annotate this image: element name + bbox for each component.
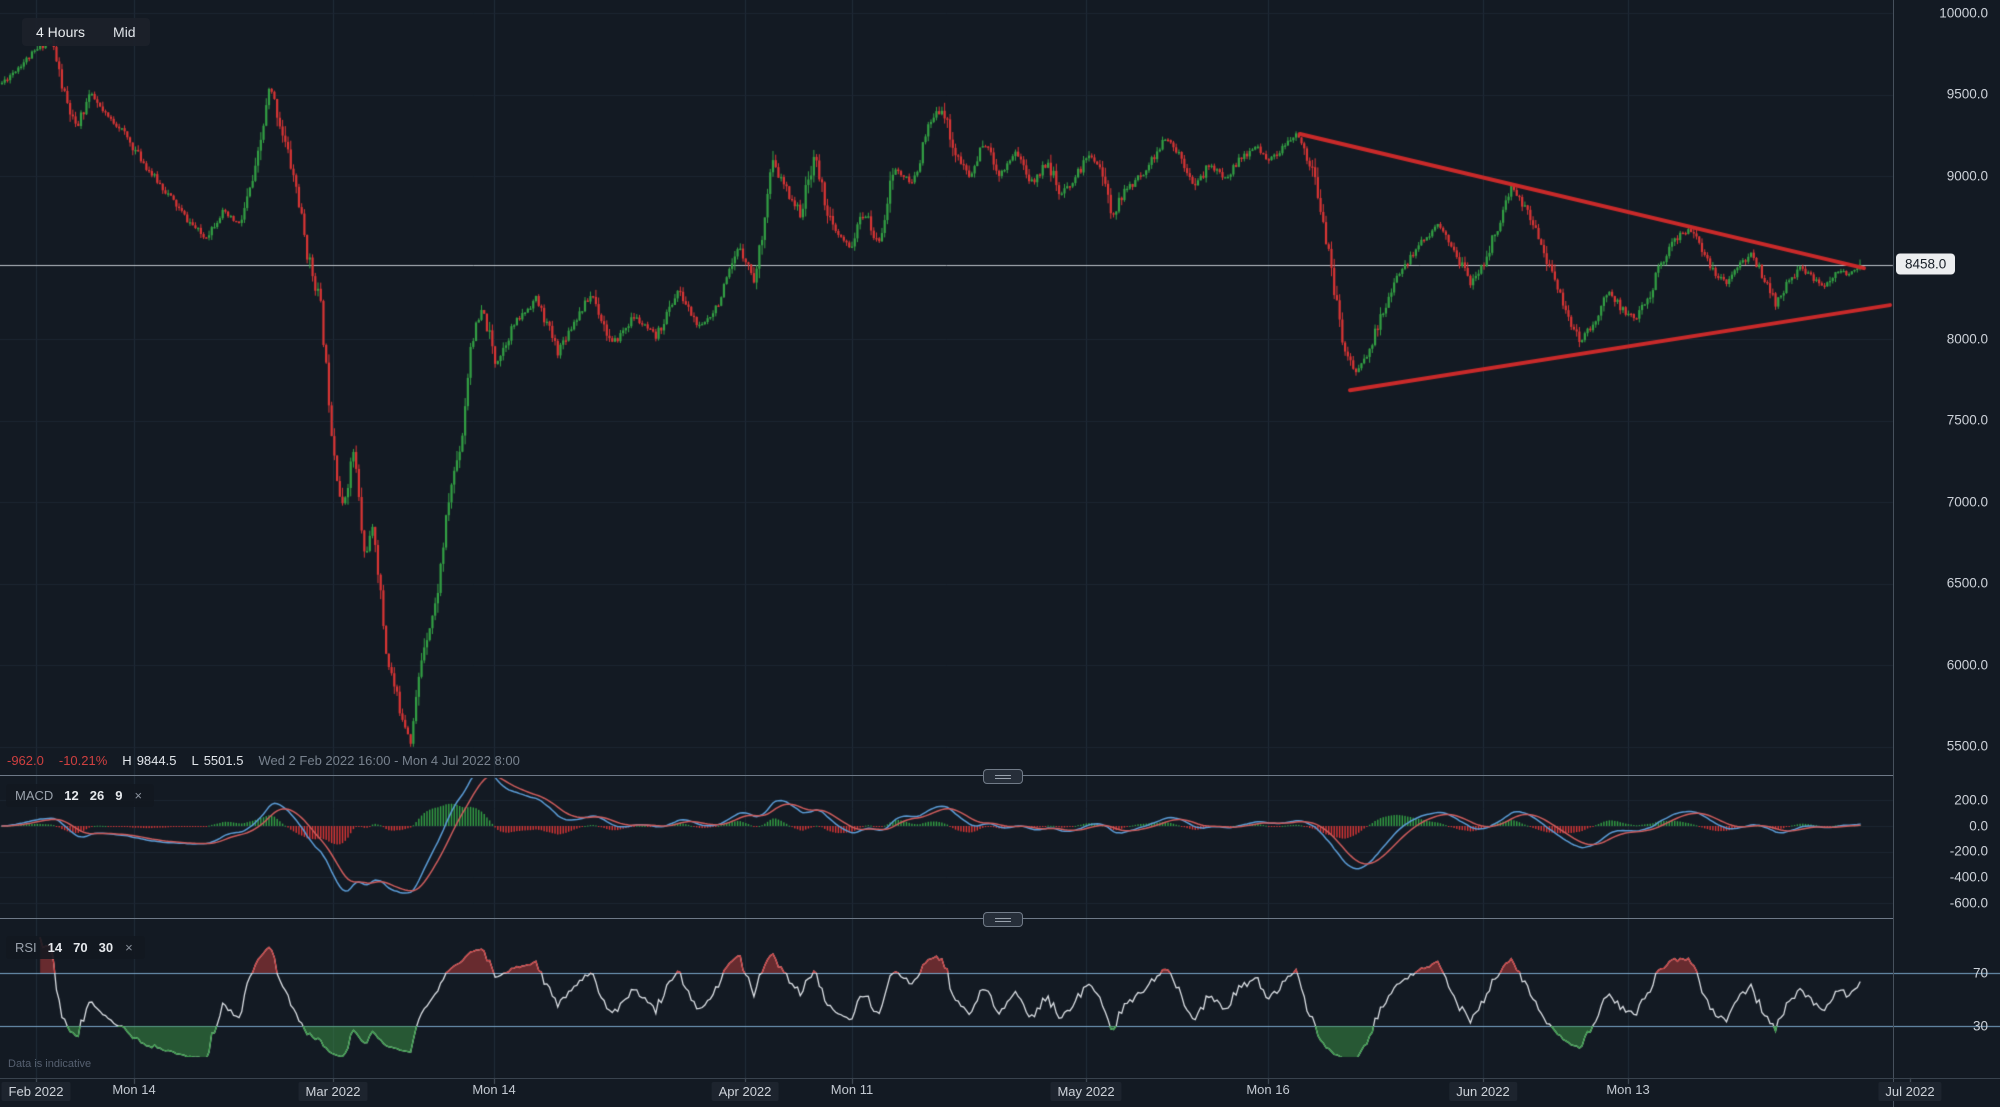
macd-tick: -200.0	[1949, 843, 1988, 859]
high-value: 9844.5	[136, 753, 177, 768]
macd-param-fast: 12	[64, 788, 79, 803]
time-tick: Jun 2022	[1449, 1082, 1517, 1101]
rsi-param-upper: 70	[73, 940, 88, 955]
time-tick: Apr 2022	[711, 1082, 779, 1101]
macd-tick: -400.0	[1949, 869, 1988, 885]
price-tick: 7000.0	[1946, 494, 1988, 510]
time-tick: Mon 14	[472, 1082, 516, 1097]
visible-date-range: Wed 2 Feb 2022 16:00 - Mon 4 Jul 2022 8:…	[258, 753, 520, 768]
pane-separator-macd[interactable]	[0, 775, 1893, 776]
price-tick: 6500.0	[1946, 575, 1988, 591]
time-tick: Jul 2022	[1878, 1082, 1942, 1101]
macd-param-slow: 26	[89, 788, 105, 803]
high-readout: H 9844.5	[122, 753, 176, 768]
time-tick: Mon 14	[112, 1082, 156, 1097]
rsi-pane-drag-handle[interactable]	[983, 912, 1023, 927]
price-tick: 6000.0	[1946, 657, 1988, 673]
price-tick: 5500.0	[1946, 738, 1988, 754]
price-axis-border	[1893, 0, 1894, 1107]
price-type-button[interactable]: Mid	[99, 18, 150, 46]
price-tick: 7500.0	[1946, 412, 1988, 428]
price-tick: 8000.0	[1946, 331, 1988, 347]
time-tick: Feb 2022	[1, 1082, 71, 1101]
macd-pane-drag-handle[interactable]	[983, 769, 1023, 784]
pane-separator-rsi[interactable]	[0, 918, 1893, 919]
low-value: 5501.5	[203, 753, 244, 768]
time-tick: Mar 2022	[298, 1082, 368, 1101]
macd-tick: -600.0	[1949, 895, 1988, 911]
time-axis-border	[0, 1078, 2000, 1079]
macd-close-icon[interactable]: ×	[134, 788, 143, 803]
time-tick: Mon 11	[830, 1082, 874, 1097]
data-indicative-note: Data is indicative	[8, 1058, 92, 1070]
rsi-tick: 30	[1972, 1018, 1988, 1034]
low-label: L	[191, 753, 199, 768]
price-tick: 10000.0	[1939, 5, 1988, 21]
time-tick: May 2022	[1050, 1082, 1122, 1101]
macd-tick: 0.0	[1969, 818, 1988, 834]
rsi-tick: 70	[1972, 965, 1988, 981]
macd-name: MACD	[15, 788, 54, 803]
high-label: H	[122, 753, 132, 768]
rsi-param-lower: 30	[98, 940, 114, 955]
current-price-label: 8458.0	[1896, 253, 1956, 275]
price-tick: 9500.0	[1946, 86, 1988, 102]
macd-param-signal: 9	[115, 788, 123, 803]
low-readout: L 5501.5	[191, 753, 243, 768]
rsi-param-period: 14	[47, 940, 63, 955]
rsi-legend: RSI 14 70 30 ×	[6, 936, 145, 959]
chart-toolbar: 4 Hours Mid	[22, 18, 150, 46]
change-value: -962.0	[7, 753, 44, 768]
time-tick: Mon 13	[1606, 1082, 1650, 1097]
macd-legend: MACD 12 26 9 ×	[6, 784, 155, 807]
macd-tick: 200.0	[1954, 792, 1988, 808]
price-tick: 9000.0	[1946, 168, 1988, 184]
interval-button[interactable]: 4 Hours	[22, 18, 99, 46]
rsi-close-icon[interactable]: ×	[125, 940, 133, 955]
price-status-bar: -962.0 -10.21% H 9844.5 L 5501.5 Wed 2 F…	[7, 753, 520, 768]
change-percent: -10.21%	[58, 753, 108, 768]
time-tick: Mon 16	[1246, 1082, 1290, 1097]
rsi-name: RSI	[15, 940, 37, 955]
